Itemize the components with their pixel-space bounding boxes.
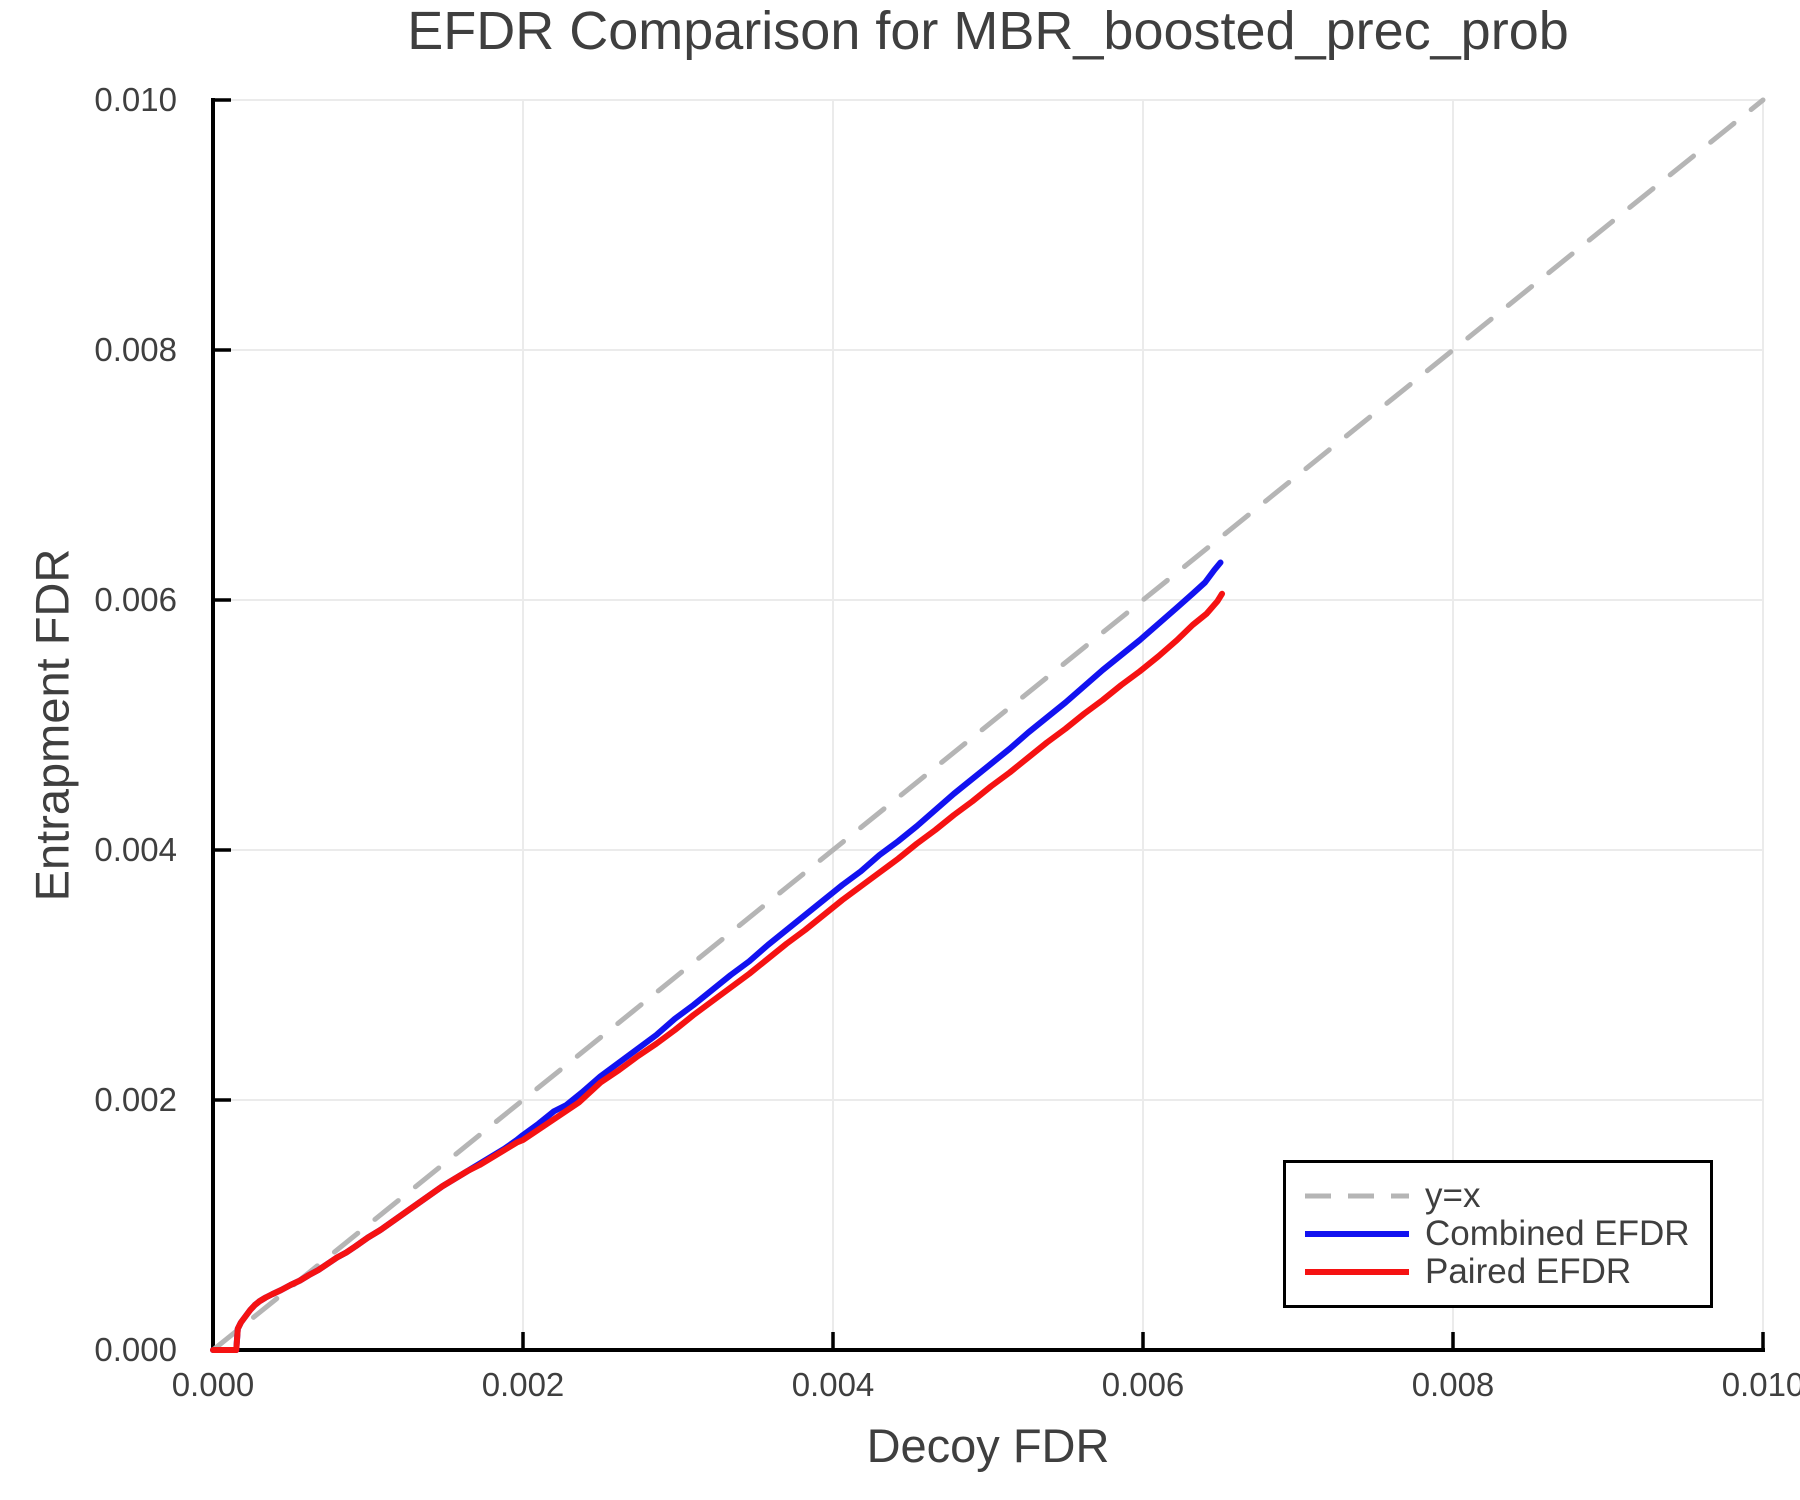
legend-label: Combined EFDR bbox=[1425, 1214, 1690, 1253]
legend-label: Paired EFDR bbox=[1425, 1252, 1632, 1291]
y-tick-label: 0.008 bbox=[94, 331, 177, 368]
y-tick-label: 0.004 bbox=[94, 831, 177, 868]
legend-line-sample bbox=[1305, 1231, 1409, 1237]
combined-efdr-line bbox=[210, 559, 1224, 1353]
legend-item-paired-efdr: Paired EFDR bbox=[1303, 1252, 1710, 1291]
y-tick-label: 0.000 bbox=[94, 1331, 177, 1368]
legend: y=x Combined EFDR Paired EFDR bbox=[1283, 1160, 1713, 1308]
legend-line-sample bbox=[1305, 1269, 1409, 1275]
x-tick-label: 0.000 bbox=[171, 1366, 255, 1403]
x-tick-label: 0.002 bbox=[481, 1366, 565, 1403]
x-tick-label: 0.010 bbox=[1721, 1366, 1800, 1403]
legend-item-combined-efdr: Combined EFDR bbox=[1303, 1214, 1710, 1253]
paired-efdr-line bbox=[210, 590, 1226, 1353]
x-tick-label: 0.008 bbox=[1411, 1366, 1495, 1403]
y-tick-label: 0.002 bbox=[94, 1081, 177, 1118]
x-axis-label: Decoy FDR bbox=[866, 1419, 1110, 1472]
legend-item-y-x: y=x bbox=[1303, 1176, 1710, 1215]
y-tick-label: 0.010 bbox=[94, 81, 177, 118]
x-tick-label: 0.006 bbox=[1101, 1366, 1185, 1403]
chart-title: EFDR Comparison for MBR_boosted_prec_pro… bbox=[407, 1, 1569, 61]
legend-label: y=x bbox=[1425, 1176, 1481, 1215]
x-tick-label: 0.004 bbox=[791, 1366, 875, 1403]
y-x-line bbox=[210, 97, 1766, 1353]
legend-line-sample bbox=[1305, 1193, 1409, 1199]
y-tick-label: 0.006 bbox=[94, 581, 177, 618]
